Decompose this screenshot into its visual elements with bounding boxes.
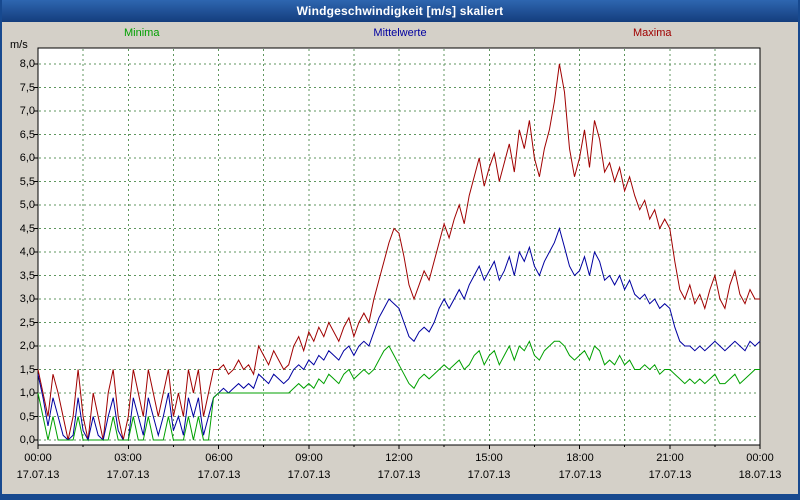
x-time-label: 21:00 <box>656 452 684 464</box>
gridlines <box>39 49 759 444</box>
series-minima-line <box>37 340 760 441</box>
x-time-label: 18:00 <box>566 452 594 464</box>
y-tick-label: 3,5 <box>19 270 35 282</box>
y-tick-label: 6,5 <box>19 129 35 141</box>
y-tick-label: 2,5 <box>19 317 35 329</box>
y-tick-label: 1,0 <box>19 387 35 399</box>
y-axis-unit-label: m/s <box>10 39 28 51</box>
series-mittelwerte-line <box>37 226 761 442</box>
plot-background <box>37 47 761 446</box>
y-tick-label: 8,0 <box>19 58 35 70</box>
x-time-label: 09:00 <box>295 452 323 464</box>
y-tick-label: 2,0 <box>19 340 35 352</box>
y-tick-label: 5,5 <box>19 176 35 188</box>
x-date-label: 17.07.13 <box>287 469 331 481</box>
y-tick-label: 5,0 <box>19 199 35 211</box>
legend-item-minima: Minima <box>124 27 160 39</box>
x-time-label: 00:00 <box>24 452 52 464</box>
x-time-label: 00:00 <box>746 452 774 464</box>
x-date-label: 17.07.13 <box>106 469 150 481</box>
y-tick-label: 0,0 <box>19 434 35 446</box>
window-title: Windgeschwindigkeit [m/s] skaliert <box>296 4 504 18</box>
y-tick-label: 3,0 <box>19 293 35 305</box>
window-title-bar: Windgeschwindigkeit [m/s] skaliert <box>2 0 798 22</box>
x-date-label: 17.07.13 <box>377 469 421 481</box>
x-date-label: 18.07.13 <box>738 469 782 481</box>
legend-item-maxima: Maxima <box>633 27 672 39</box>
x-time-label: 03:00 <box>114 452 142 464</box>
x-date-label: 17.07.13 <box>16 469 60 481</box>
x-time-label: 15:00 <box>475 452 503 464</box>
x-time-label: 06:00 <box>205 452 233 464</box>
x-date-label: 17.07.13 <box>197 469 241 481</box>
y-tick-label: 4,0 <box>19 246 35 258</box>
y-tick-label: 7,5 <box>19 82 35 94</box>
x-time-label: 12:00 <box>385 452 413 464</box>
y-tick-label: 0,5 <box>19 411 35 423</box>
y-tick-label: 7,0 <box>19 105 35 117</box>
axis-ticks <box>34 63 761 449</box>
bottom-frame-bar <box>2 494 798 500</box>
x-date-label: 17.07.13 <box>648 469 692 481</box>
legend-item-mittelwerte: Mittelwerte <box>373 27 427 39</box>
y-tick-label: 4,5 <box>19 223 35 235</box>
series-maxima-line <box>37 63 760 441</box>
x-date-label: 17.07.13 <box>467 469 511 481</box>
y-tick-label: 6,0 <box>19 152 35 164</box>
y-tick-label: 1,5 <box>19 364 35 376</box>
x-date-label: 17.07.13 <box>558 469 602 481</box>
